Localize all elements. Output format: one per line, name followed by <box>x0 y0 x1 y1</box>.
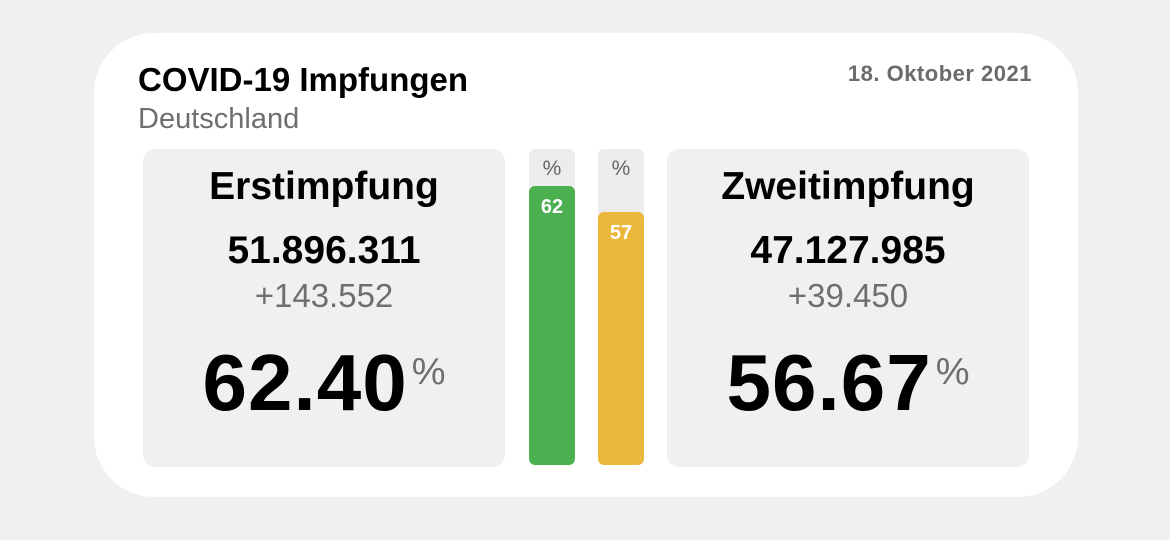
second-dose-bar-fill: 57 <box>598 212 644 465</box>
percent-unit: % <box>411 351 446 393</box>
first-dose-heading: Erstimpfung <box>209 165 439 208</box>
second-dose-percent-value: 56.67 <box>726 338 932 427</box>
second-dose-heading: Zweitimpfung <box>721 165 975 208</box>
widget-title: COVID-19 Impfungen <box>138 61 469 98</box>
first-dose-delta: +143.552 <box>254 277 394 314</box>
second-dose-delta: +39.450 <box>787 277 909 314</box>
first-dose-bar-fill: 62 <box>529 186 575 465</box>
second-dose-bar-label: 57 <box>609 222 633 244</box>
date-label: 18. Oktober 2021 <box>847 61 1032 86</box>
second-dose-percent: 56.67% <box>667 337 1029 429</box>
vaccination-widget[interactable]: COVID-19 Impfungen Deutschland 18. Oktob… <box>94 33 1078 497</box>
first-dose-total: 51.896.311 <box>227 229 421 272</box>
widget-subtitle: Deutschland <box>138 103 300 135</box>
first-dose-percent-value: 62.40 <box>202 338 408 427</box>
first-dose-panel: Erstimpfung 51.896.311 +143.552 62.40% <box>143 149 505 467</box>
second-dose-panel: Zweitimpfung 47.127.985 +39.450 56.67% <box>667 149 1029 467</box>
bar-unit-label: % <box>611 157 631 180</box>
first-dose-percent: 62.40% <box>143 337 505 429</box>
bar-unit-label: % <box>542 157 562 180</box>
second-dose-bar: % 57 <box>598 149 644 465</box>
first-dose-bar: % 62 <box>529 149 575 465</box>
first-dose-bar-label: 62 <box>540 196 564 218</box>
second-dose-total: 47.127.985 <box>750 229 946 272</box>
percent-unit: % <box>935 351 970 393</box>
